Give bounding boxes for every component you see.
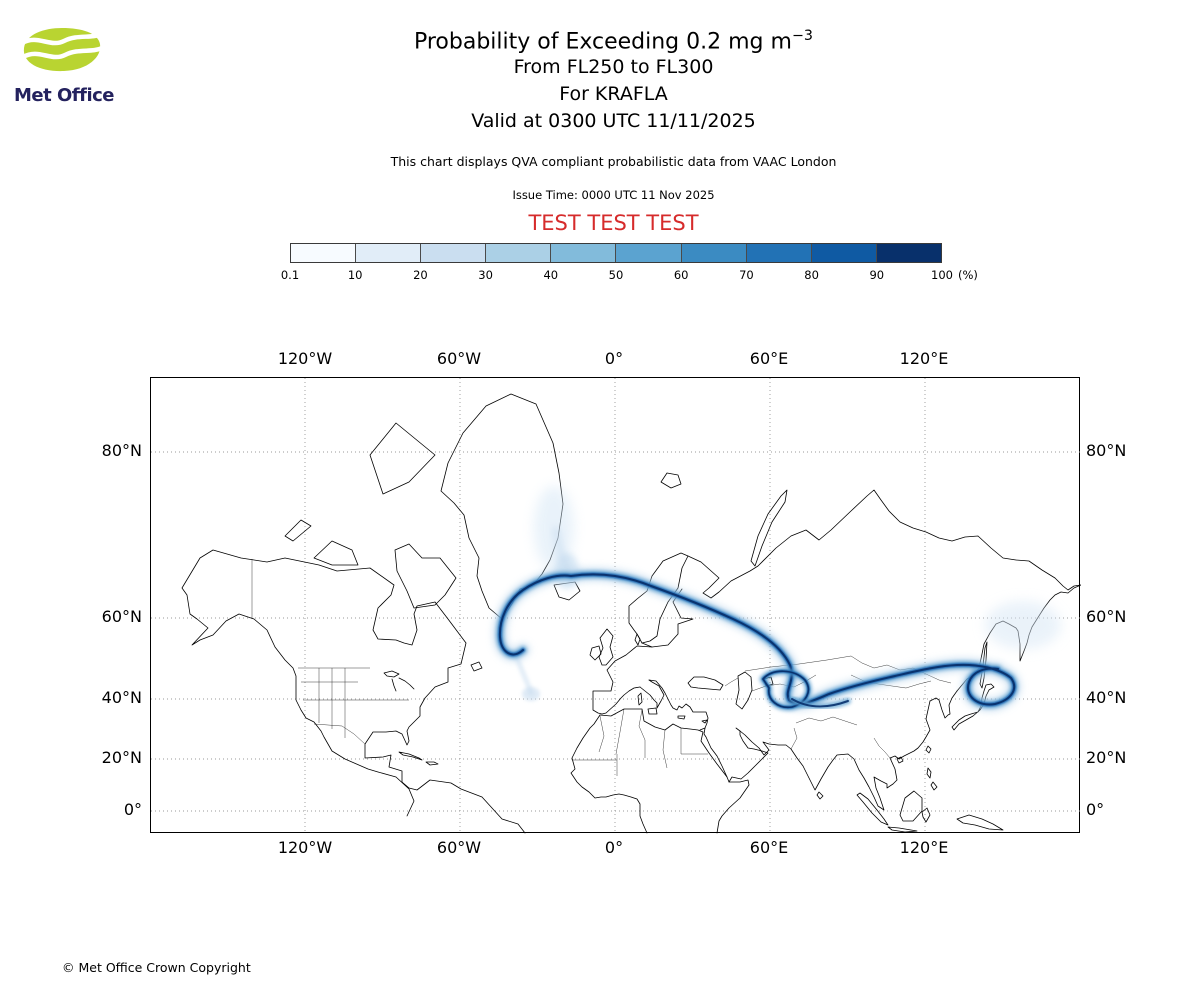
- map-axis-label-top: 0°: [604, 349, 624, 368]
- map-axis-label-right: 20°N: [1086, 748, 1127, 767]
- map-axis-label-right: 40°N: [1086, 688, 1127, 707]
- map-axis-label-bottom: 60°E: [749, 838, 789, 857]
- map-axis-label-bottom: 120°E: [899, 838, 949, 857]
- colorbar-tick-label: 90: [869, 268, 885, 282]
- coastlines: [181, 393, 1081, 834]
- map-axis-label-bottom: 0°: [604, 838, 624, 857]
- colorbar-ticks: 0.1 10 20 30 40 50 60 70 80 90 100 (%): [281, 268, 978, 284]
- map-axis-label-left: 40°N: [101, 688, 142, 707]
- met-office-logo: Met Office: [14, 24, 134, 106]
- colorbar-tick-label: 30: [478, 268, 493, 282]
- colorbar-tick-label: 20: [413, 268, 428, 282]
- ash-probability-map: [150, 377, 1081, 834]
- colorbar-segment: [291, 244, 357, 262]
- probability-colorbar: [290, 243, 942, 263]
- colorbar-segment: [486, 244, 552, 262]
- colorbar-segment: [356, 244, 422, 262]
- subtitle-flight-levels: From FL250 to FL300: [513, 56, 714, 79]
- map-axis-label-right: 0°: [1086, 800, 1105, 819]
- logo-waves-icon: [20, 28, 103, 72]
- map-axis-label-top: 120°E: [899, 349, 949, 368]
- colorbar-tick-label: 70: [739, 268, 754, 282]
- chart-header: Probability of Exceeding 0.2 mg m−3 From…: [26, 28, 1200, 235]
- colorbar-tick-label: 80: [804, 268, 819, 282]
- colorbar-segment: [746, 244, 812, 262]
- map-axis-label-bottom: 60°W: [436, 838, 482, 857]
- map-axis-label-right: 60°N: [1086, 607, 1127, 626]
- subtitle-valid-time: Valid at 0300 UTC 11/11/2025: [471, 110, 756, 133]
- map-axis-label-top: 60°W: [436, 349, 482, 368]
- map-axis-label-left: 0°: [123, 800, 142, 819]
- chart-description: This chart displays QVA compliant probab…: [390, 154, 837, 170]
- colorbar-segment: [811, 244, 877, 262]
- map-canvas: [151, 378, 1081, 834]
- map-axis-label-left: 20°N: [101, 748, 142, 767]
- copyright-notice: © Met Office Crown Copyright: [62, 960, 251, 975]
- title-text: Probability of Exceeding 0.2 mg m: [413, 29, 792, 55]
- country-borders: [251, 559, 952, 776]
- colorbar-tick-label: 50: [608, 268, 624, 282]
- colorbar-tick-label: 10: [347, 268, 363, 282]
- colorbar-tick-label: 40: [543, 268, 559, 282]
- map-axis-label-top: 120°W: [277, 349, 333, 368]
- title-superscript: −3: [791, 28, 814, 44]
- map-axis-label-right: 80°N: [1086, 441, 1127, 460]
- page-title: Probability of Exceeding 0.2 mg m−3: [26, 28, 1200, 54]
- colorbar-unit-label: (%): [958, 268, 978, 282]
- issue-time: Issue Time: 0000 UTC 11 Nov 2025: [512, 188, 715, 203]
- map-axis-label-left: 60°N: [101, 607, 142, 626]
- map-axis-label-left: 80°N: [101, 441, 142, 460]
- colorbar-tick-label: 100: [931, 268, 953, 282]
- colorbar-segment: [616, 244, 682, 262]
- ash-plume: [492, 486, 1061, 712]
- colorbar-segment: [876, 244, 941, 262]
- map-axis-label-top: 60°E: [749, 349, 789, 368]
- logo-wordmark: Met Office: [14, 85, 115, 106]
- map-axis-label-bottom: 120°W: [277, 838, 333, 857]
- colorbar-segment: [681, 244, 747, 262]
- colorbar-segment: [421, 244, 487, 262]
- test-banner: TEST TEST TEST: [528, 211, 699, 236]
- colorbar-tick-label: 60: [673, 268, 689, 282]
- map-grid: [151, 378, 1081, 834]
- subtitle-volcano: For KRAFLA: [559, 83, 668, 106]
- colorbar-tick-label: 0.1: [280, 268, 300, 282]
- colorbar-segment: [551, 244, 617, 262]
